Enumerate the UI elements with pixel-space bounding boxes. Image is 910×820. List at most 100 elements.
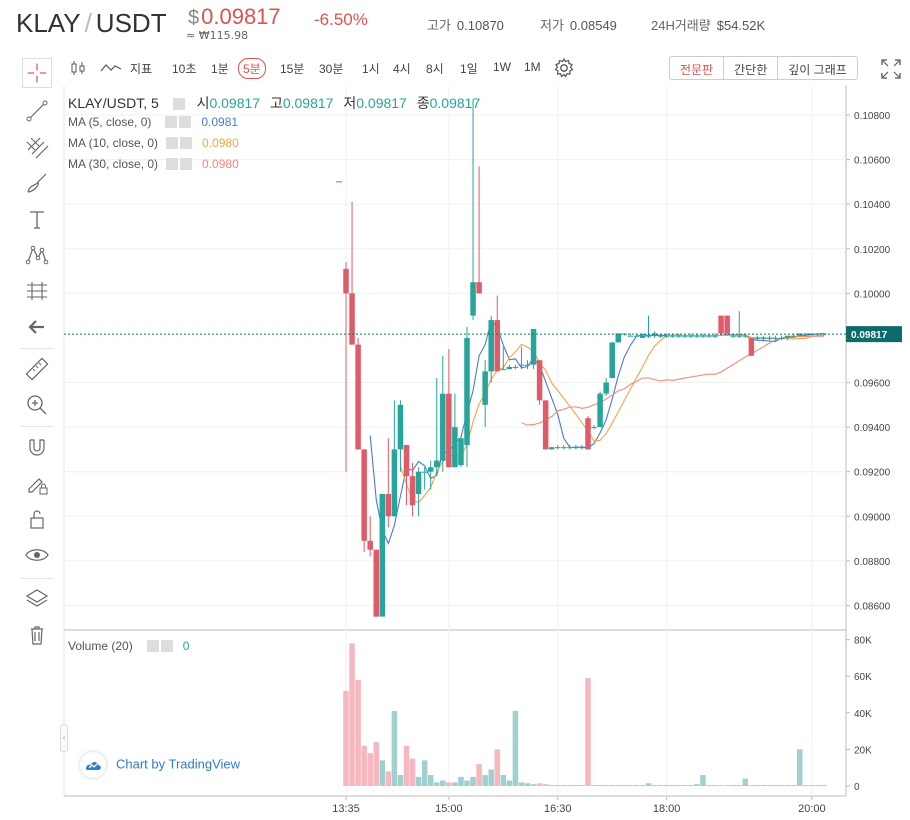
volume-bar — [663, 785, 670, 786]
volume-bar — [821, 785, 827, 786]
volume-bar — [530, 784, 537, 786]
volume-bar — [434, 782, 440, 786]
volume-bar — [343, 690, 349, 786]
volume-tick-label: 80K — [854, 636, 872, 647]
candle-body — [470, 282, 476, 316]
volume-bar — [676, 785, 682, 786]
ma30-settings-icon[interactable] — [166, 158, 179, 170]
volume-close-icon[interactable] — [160, 640, 173, 652]
volume-bar — [361, 745, 367, 786]
zoom-in-icon[interactable] — [22, 390, 52, 420]
ma5-close-icon[interactable] — [179, 116, 192, 128]
text-tool-icon[interactable] — [22, 204, 52, 234]
legend-settings-icon[interactable] — [172, 98, 185, 110]
ma5-settings-icon[interactable] — [165, 116, 178, 128]
candle-body — [621, 333, 628, 335]
high-label-legend: 고 — [269, 95, 283, 111]
volume-bar — [718, 785, 724, 786]
candle-body — [579, 447, 585, 449]
interval-1h[interactable]: 1시 — [362, 62, 380, 76]
pattern-tool-icon[interactable] — [22, 240, 52, 270]
interval-8h[interactable]: 8시 — [426, 62, 444, 76]
open-value: 0.09817 — [209, 95, 261, 111]
candle-body — [633, 335, 640, 337]
candle-body — [797, 333, 803, 336]
layers-icon[interactable] — [22, 584, 52, 614]
settings-gear-icon[interactable] — [553, 57, 575, 79]
interval-1d[interactable]: 1일 — [460, 62, 478, 76]
candle-body — [542, 400, 549, 450]
candle-body — [440, 393, 446, 461]
low-value-legend: 0.09817 — [356, 95, 407, 111]
volume-bar — [669, 785, 676, 786]
ma10-settings-icon[interactable] — [166, 137, 179, 149]
tradingview-badge[interactable]: Chart by TradingView — [80, 752, 240, 778]
eye-visibility-icon[interactable] — [22, 540, 52, 570]
candle-body — [524, 364, 531, 366]
interval-5m[interactable]: 5분 — [238, 58, 266, 79]
candle-body — [815, 333, 821, 335]
candle-body — [821, 333, 827, 335]
volume-bar — [712, 785, 718, 786]
volume-bar — [476, 764, 482, 786]
indicator-icon[interactable] — [100, 61, 122, 75]
volume-bar — [427, 775, 434, 786]
candle-body — [548, 447, 555, 450]
candle-body — [760, 337, 767, 339]
ma5-legend: MA (5, close, 0) 0.0981 — [68, 115, 238, 129]
ma5-line — [369, 319, 825, 546]
interval-1mo[interactable]: 1M — [524, 60, 541, 74]
interval-1m[interactable]: 1분 — [211, 62, 229, 76]
ma10-close-icon[interactable] — [180, 137, 193, 149]
brush-icon[interactable] — [22, 168, 52, 198]
fib-tool-icon[interactable] — [22, 132, 52, 162]
high-stat: 고가 0.10870 — [427, 15, 504, 34]
price-tick-label: 0.10400 — [854, 200, 891, 211]
view-simple-button[interactable]: 간단한 — [724, 57, 779, 79]
volume-bar — [500, 775, 507, 786]
interval-30m[interactable]: 30분 — [319, 62, 344, 76]
candle-body — [415, 471, 422, 494]
prediction-tool-icon[interactable] — [22, 276, 52, 306]
volume-bar — [561, 785, 567, 786]
back-arrow-icon[interactable] — [22, 312, 52, 342]
candlestick-type-icon[interactable] — [70, 60, 86, 76]
last-price-tag — [846, 326, 902, 343]
interval-15m[interactable]: 15분 — [280, 62, 305, 76]
interval-1w[interactable]: 1W — [493, 60, 511, 74]
candle-body — [597, 393, 603, 428]
fullscreen-icon[interactable] — [880, 58, 902, 80]
candle-body — [343, 268, 349, 294]
interval-10s[interactable]: 10초 — [172, 62, 197, 76]
collapse-handle[interactable]: ‹ — [60, 724, 68, 752]
view-depth-button[interactable]: 깊이 그래프 — [788, 63, 847, 77]
candle-body — [512, 366, 519, 368]
ma10-legend: MA (10, close, 0) 0.0980 — [68, 136, 239, 150]
ruler-icon[interactable] — [22, 354, 52, 384]
volume-tick-label: 20K — [854, 745, 872, 756]
volume-bar — [682, 785, 688, 786]
volume-settings-icon[interactable] — [146, 640, 159, 652]
volume-bar — [409, 758, 416, 786]
candle-body — [464, 337, 470, 445]
crosshair-icon[interactable] — [22, 58, 52, 88]
volume-bar — [621, 785, 628, 786]
price-tick-label: 0.09400 — [854, 423, 891, 434]
volume-bar — [555, 785, 561, 786]
volume-tick-label: 40K — [854, 709, 872, 720]
trash-icon[interactable] — [22, 620, 52, 650]
trend-line-icon[interactable] — [22, 96, 52, 126]
view-pro-button[interactable]: 전문판 — [670, 57, 725, 79]
indicators-button[interactable]: 지표 — [130, 62, 153, 76]
pair-quote: USDT — [95, 8, 167, 38]
unlock-icon[interactable] — [22, 504, 52, 534]
ma30-close-icon[interactable] — [180, 158, 193, 170]
sidebar-divider — [20, 348, 54, 349]
candle-body — [645, 335, 652, 337]
time-tick-label: 15:00 — [435, 803, 463, 815]
lock-drawing-icon[interactable] — [22, 468, 52, 498]
candle-body — [506, 366, 513, 370]
magnet-icon[interactable] — [22, 432, 52, 462]
interval-4h[interactable]: 4시 — [393, 62, 411, 76]
candle-body — [724, 315, 730, 334]
